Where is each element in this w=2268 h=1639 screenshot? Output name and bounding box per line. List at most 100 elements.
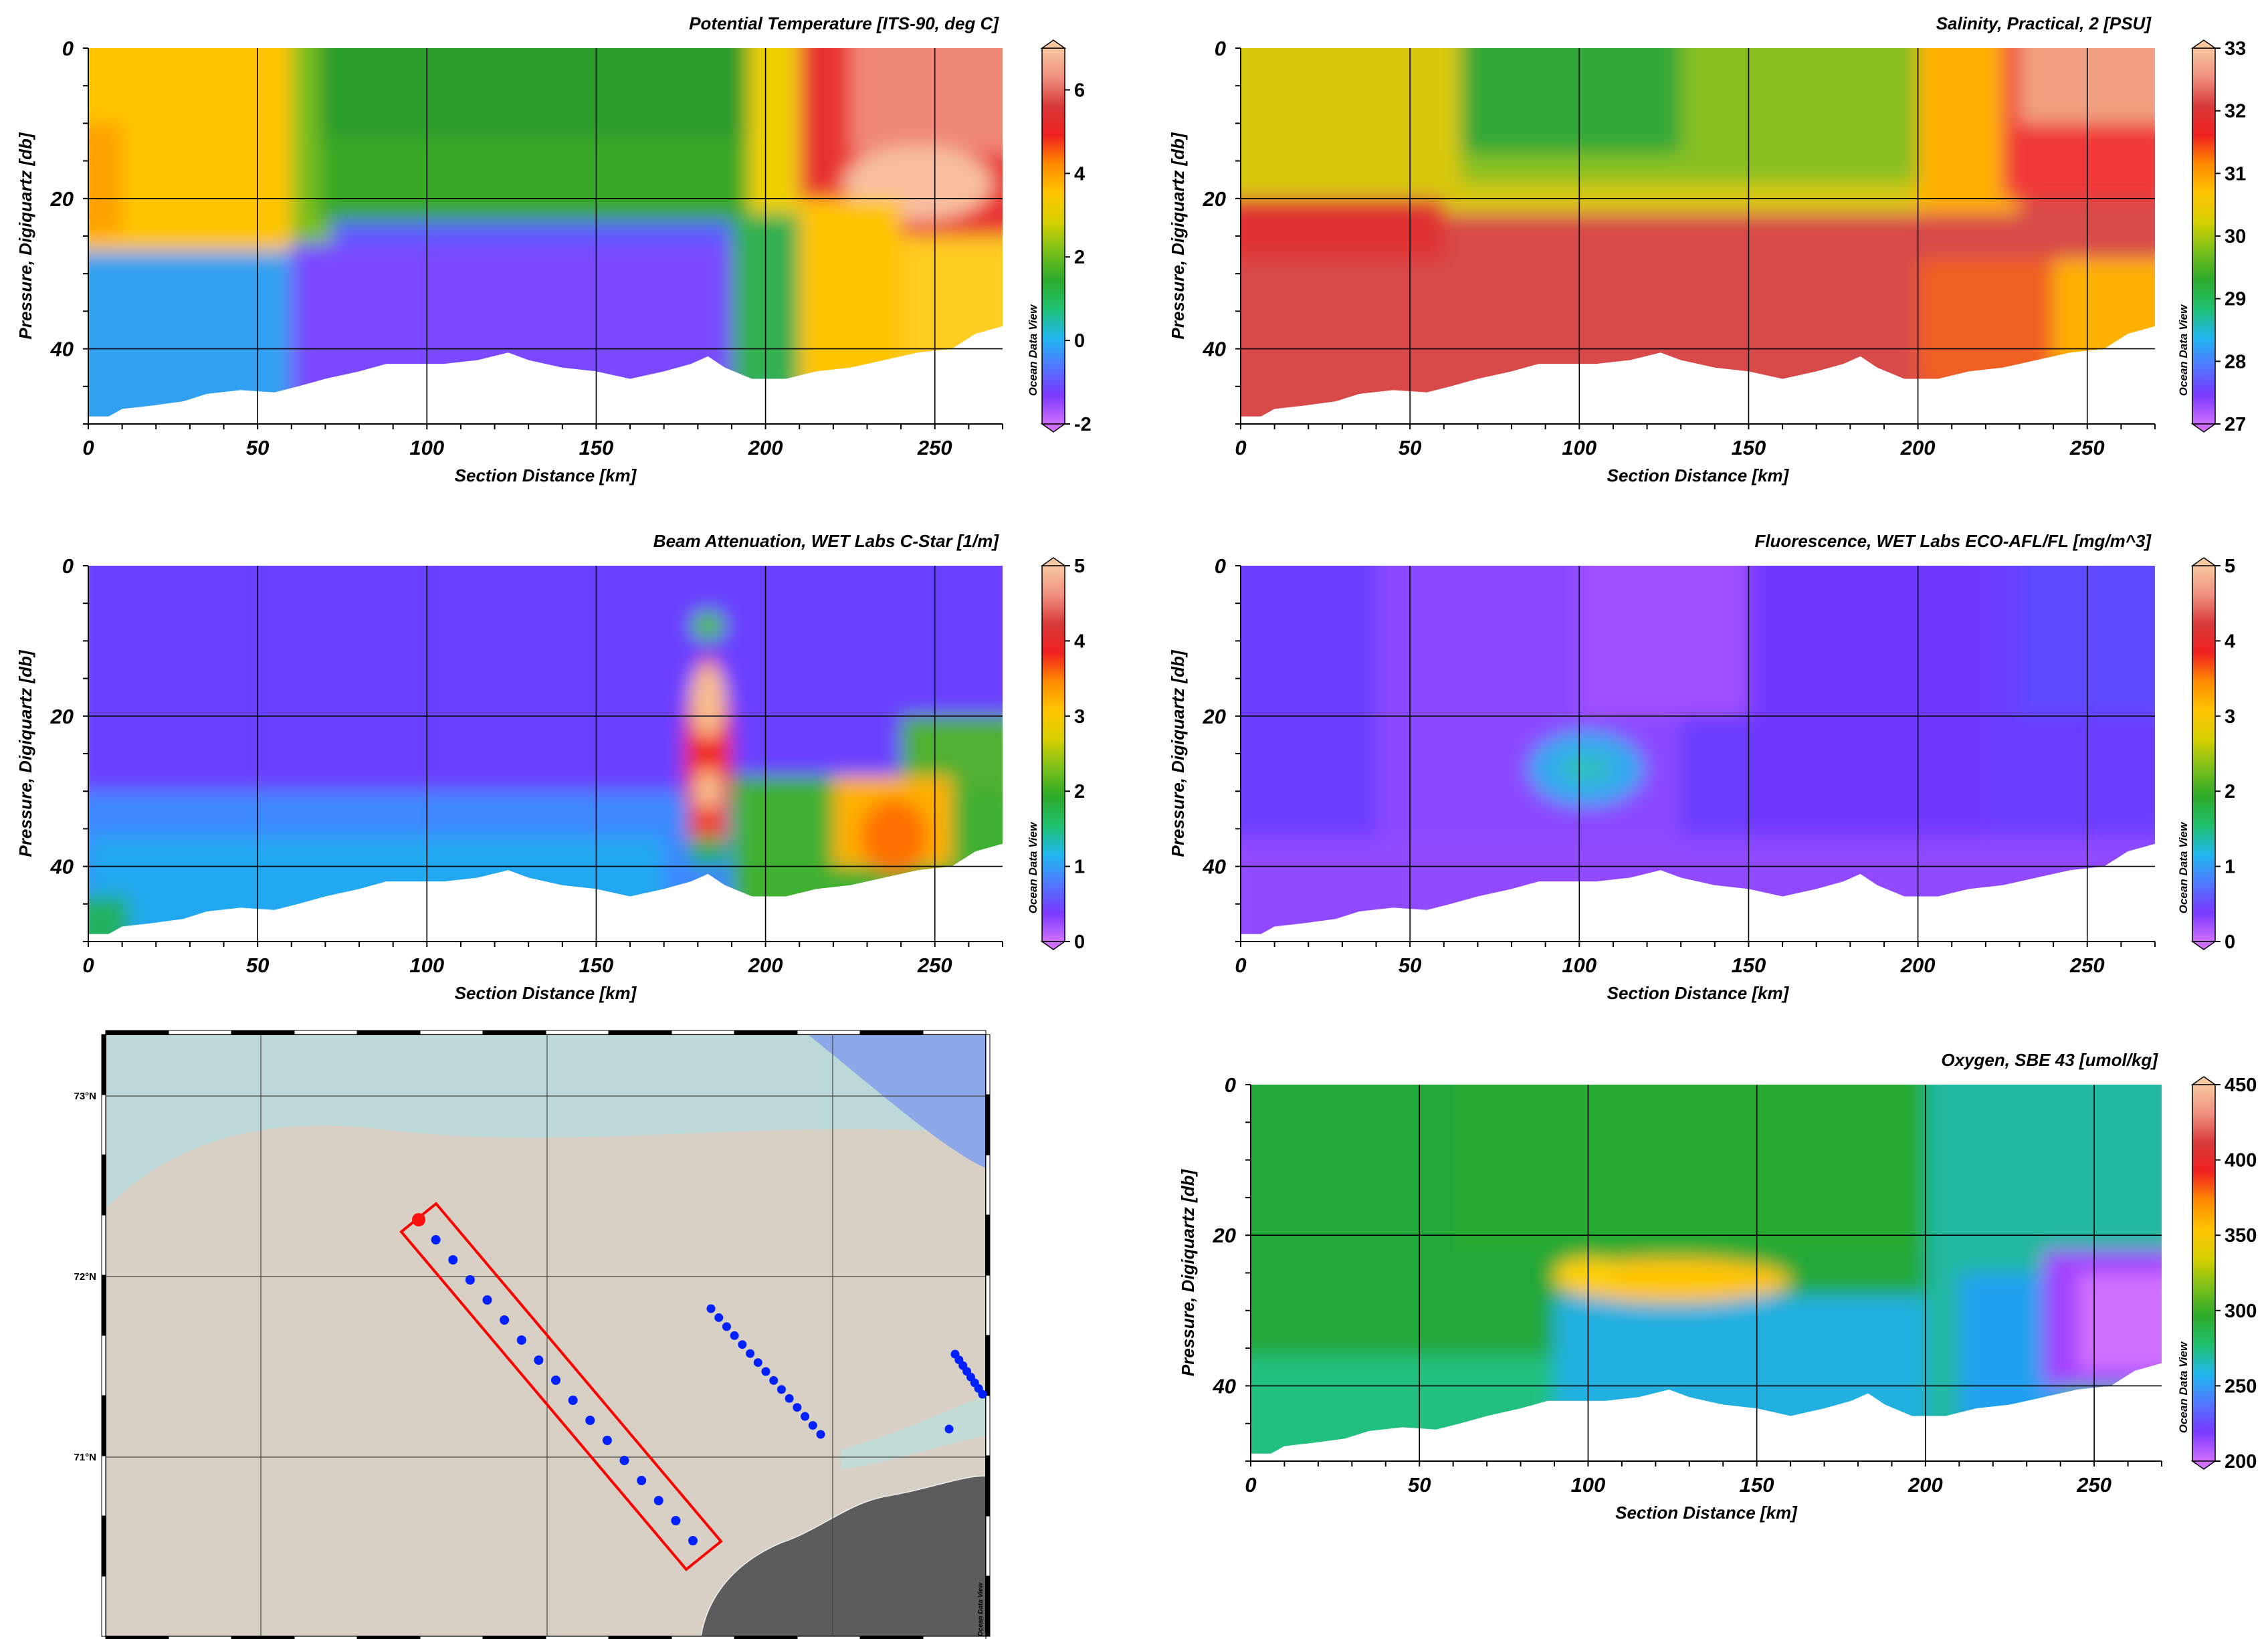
station-marker [746,1349,755,1358]
field-patch [1453,1085,1960,1250]
station-marker [808,1421,817,1430]
map-border-segment [482,1636,546,1639]
field-patch [88,48,298,251]
colorbar-tick-label: 4 [2225,631,2235,652]
field-patch [1579,566,1749,716]
section-field [1241,566,2155,934]
station-marker [585,1416,595,1425]
colorbar-tick-label: 2 [2225,781,2235,802]
x-tick-label: 50 [246,954,269,977]
map-border-segment [105,1030,169,1035]
section-field [1251,1085,2162,1454]
map-border-segment [101,1335,106,1396]
map-border-segment [168,1030,232,1035]
station-marker [793,1403,802,1412]
field-patch [88,251,292,417]
x-tick-label: 250 [2076,1473,2111,1497]
station-marker [534,1355,544,1365]
station-marker [568,1396,578,1405]
field-patch [88,836,664,934]
x-tick-label: 250 [917,954,952,977]
panel-title: Beam Attenuation, WET Labs C-Star [1/m] [653,531,1000,551]
x-tick-label: 100 [1562,436,1596,459]
field-patch [1251,1355,1554,1454]
colorbar-tick-label: 250 [2225,1376,2257,1397]
station-marker [714,1313,724,1322]
panel-title: Salinity, Practical, 2 [PSU] [1936,13,2152,33]
map-border-segment [419,1636,484,1639]
odv-watermark: Ocean Data View [2177,304,2190,396]
x-axis-label: Section Distance [km] [1615,1503,1798,1523]
y-tick-label: 40 [50,338,74,361]
map-border-segment [859,1030,924,1035]
x-axis-label: Section Distance [km] [455,983,637,1003]
x-axis-label: Section Distance [km] [1607,983,1790,1003]
map-border-segment [922,1030,987,1035]
section-panel-5: 0 50 100 150 200 250 0 20 40 Section Distance [km… [1178,1050,2257,1523]
map-border-segment [797,1636,861,1639]
colorbar-top-arrow [1040,557,1067,566]
field-patch [1558,754,1613,784]
colorbar-tick-label: 28 [2225,351,2246,372]
station-map: 73°N 72°N 71°N Ocean Data View [74,1030,991,1639]
field-patch [318,48,783,138]
station-marker [722,1322,731,1331]
field-patch [1918,48,2020,214]
colorbar-tick-label: 4 [1074,163,1085,185]
x-tick-label: 150 [1732,954,1766,977]
odv-watermark: Ocean Data View [1027,304,1039,396]
y-axis-label: Pressure, Digiquartz [db] [1168,132,1188,339]
station-marker [688,1536,698,1545]
map-coastline [700,1475,986,1636]
map-border-segment [608,1636,672,1639]
field-patch [88,566,1003,934]
field-patch [688,836,728,867]
x-tick-label: 0 [1235,436,1246,459]
field-patch [1918,258,2071,387]
colorbar-bottom-arrow [2190,1460,2217,1470]
map-latitude-label: 72°N [74,1271,96,1283]
x-tick-label: 0 [82,436,94,459]
map-border-segment [101,1214,106,1276]
y-axis-label: Pressure, Digiquartz [db] [1168,649,1188,857]
map-border-segment [734,1030,798,1035]
station-marker [602,1436,612,1445]
colorbar-tick-label: 3 [2225,706,2235,728]
colorbar-tick-label: 32 [2225,101,2246,122]
colorbar-tick-label: 29 [2225,289,2246,310]
x-tick-label: 100 [409,954,444,977]
station-marker [653,1496,663,1505]
map-shelf-channel [841,1396,986,1469]
station-marker [551,1376,560,1385]
map-border-segment [101,1575,106,1637]
field-patch [850,48,1003,154]
map-border-segment [985,1034,991,1095]
station-marker-highlighted [412,1213,425,1226]
y-tick-label: 20 [1203,187,1226,211]
y-tick-label: 0 [1225,1073,1236,1097]
colorbar-tick-label: 450 [2225,1075,2257,1096]
station-marker [706,1304,716,1313]
x-axis-label: Section Distance [km] [455,465,637,485]
station-marker [978,1390,987,1399]
section-box [399,1202,723,1571]
colorbar [2192,47,2216,425]
colorbar-tick-label: 2 [1074,247,1085,268]
section-field [88,48,1003,417]
x-tick-label: 150 [579,436,614,459]
colorbar-bottom-arrow [1040,941,1067,950]
x-tick-label: 150 [1732,436,1766,459]
field-patch [1241,836,2155,934]
colorbar-tick-label: -2 [1074,414,1092,435]
map-border-segment [294,1030,358,1035]
colorbar-tick-label: 27 [2225,414,2246,435]
map-border-segment [101,1515,106,1577]
y-tick-label: 40 [50,855,74,879]
section-field [1241,48,2155,417]
field-patch [691,663,725,739]
station-marker [761,1367,770,1376]
station-marker [465,1275,475,1285]
